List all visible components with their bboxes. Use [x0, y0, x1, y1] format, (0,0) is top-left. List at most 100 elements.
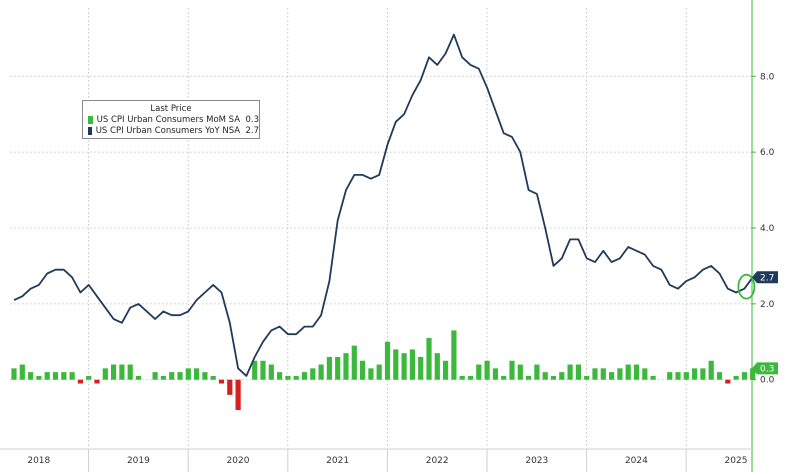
mom-bar: [600, 368, 606, 380]
mom-bar: [509, 360, 515, 380]
mom-bar: [368, 368, 374, 380]
mom-bar: [11, 368, 17, 380]
mom-bar: [135, 375, 142, 380]
mom-bar: [716, 372, 723, 380]
mom-bar: [351, 345, 357, 380]
mom-bar: [492, 368, 498, 380]
mom-bar: [111, 364, 117, 380]
mom-bars: [11, 330, 756, 411]
highlight-circle: [737, 273, 756, 300]
mom-bar: [86, 375, 92, 380]
last-price-tag: 0.3: [752, 362, 778, 375]
legend-swatch-mom: [88, 115, 93, 124]
mom-bar: [318, 364, 324, 380]
mom-bar: [28, 372, 34, 380]
mom-bar: [617, 368, 623, 380]
x-tick-label: 2019: [127, 456, 150, 466]
mom-bar: [94, 379, 100, 384]
mom-bar: [401, 353, 407, 380]
mom-bar: [683, 372, 689, 380]
mom-bar: [642, 368, 648, 380]
last-price-tag-bg: [752, 362, 778, 375]
grid: [10, 8, 752, 448]
mom-bar: [467, 375, 474, 380]
y-tick-label: 6.0: [760, 148, 775, 158]
mom-bar: [434, 353, 440, 380]
mom-bar: [609, 372, 615, 380]
mom-bar: [218, 379, 225, 384]
mom-bar: [484, 360, 490, 380]
mom-bar: [534, 364, 540, 380]
mom-bar: [160, 375, 166, 380]
mom-bar: [360, 360, 366, 380]
mom-bar: [592, 368, 598, 380]
mom-bar: [459, 375, 465, 380]
mom-bar: [633, 364, 640, 380]
mom-bar: [252, 360, 258, 380]
mom-bar: [127, 364, 133, 380]
mom-bar: [293, 375, 299, 380]
mom-bar: [44, 372, 50, 380]
mom-bar: [418, 356, 424, 380]
mom-bar: [376, 364, 382, 380]
y-tick-label: 4.0: [760, 224, 775, 234]
legend-entry-yoy: US CPI Urban Consumers YoY NSA 2.7: [83, 125, 259, 136]
mom-bar: [692, 368, 698, 380]
mom-bar: [625, 364, 631, 380]
x-tick-label: 2020: [227, 456, 250, 466]
legend-title: Last Price: [150, 104, 192, 114]
mom-bar: [285, 375, 291, 380]
mom-bar: [235, 379, 241, 411]
mom-bar: [733, 375, 739, 380]
last-price-tag-bg: [752, 271, 778, 284]
legend-label-yoy: US CPI Urban Consumers YoY NSA: [95, 125, 241, 136]
mom-bar: [501, 375, 507, 380]
y-tick-label: 8.0: [760, 72, 775, 82]
mom-bar: [36, 375, 42, 380]
x-tick-label: 2025: [725, 456, 748, 466]
x-tick-label: 2022: [426, 456, 449, 466]
mom-bar: [567, 364, 573, 380]
y-tick-label: 2.0: [760, 300, 775, 310]
yoy-line-path: [13, 33, 754, 377]
legend-value-yoy: 2.7: [245, 125, 259, 136]
mom-bar: [584, 375, 590, 380]
legend-label-mom: US CPI Urban Consumers MoM SA: [96, 114, 241, 125]
mom-bar: [260, 360, 266, 380]
mom-bar: [268, 364, 274, 380]
mom-bar: [210, 375, 216, 380]
last-price-tag-label: 0.3: [760, 364, 774, 374]
mom-bar: [326, 356, 332, 380]
mom-bar: [650, 375, 656, 380]
mom-bar: [451, 330, 457, 380]
mom-bar: [708, 360, 714, 380]
mom-bar: [542, 372, 548, 380]
mom-bar: [476, 364, 482, 380]
mom-bar: [741, 372, 747, 380]
annotations: 2.7 0.3: [737, 271, 778, 375]
mom-bar: [550, 375, 557, 380]
mom-bar: [517, 364, 523, 380]
mom-bar: [102, 368, 108, 380]
legend-swatch-yoy: [88, 126, 92, 135]
mom-bar: [443, 360, 449, 380]
mom-bar: [19, 364, 25, 380]
y-tick-label: 0.0: [760, 376, 775, 386]
mom-bar: [725, 379, 731, 384]
mom-bar: [61, 372, 67, 380]
x-tick-label: 2024: [625, 456, 648, 466]
mom-bar: [384, 341, 391, 380]
yoy-line: [13, 33, 754, 377]
legend: Last Price US CPI Urban Consumers MoM SA…: [82, 100, 260, 139]
mom-bar: [301, 372, 308, 380]
mom-bar: [185, 368, 191, 380]
mom-bar: [343, 353, 349, 380]
mom-bar: [393, 349, 399, 380]
mom-bar: [700, 368, 706, 380]
legend-value-mom: 0.3: [245, 114, 259, 125]
mom-bar: [169, 372, 175, 380]
last-price-tag: 2.7: [752, 271, 778, 284]
